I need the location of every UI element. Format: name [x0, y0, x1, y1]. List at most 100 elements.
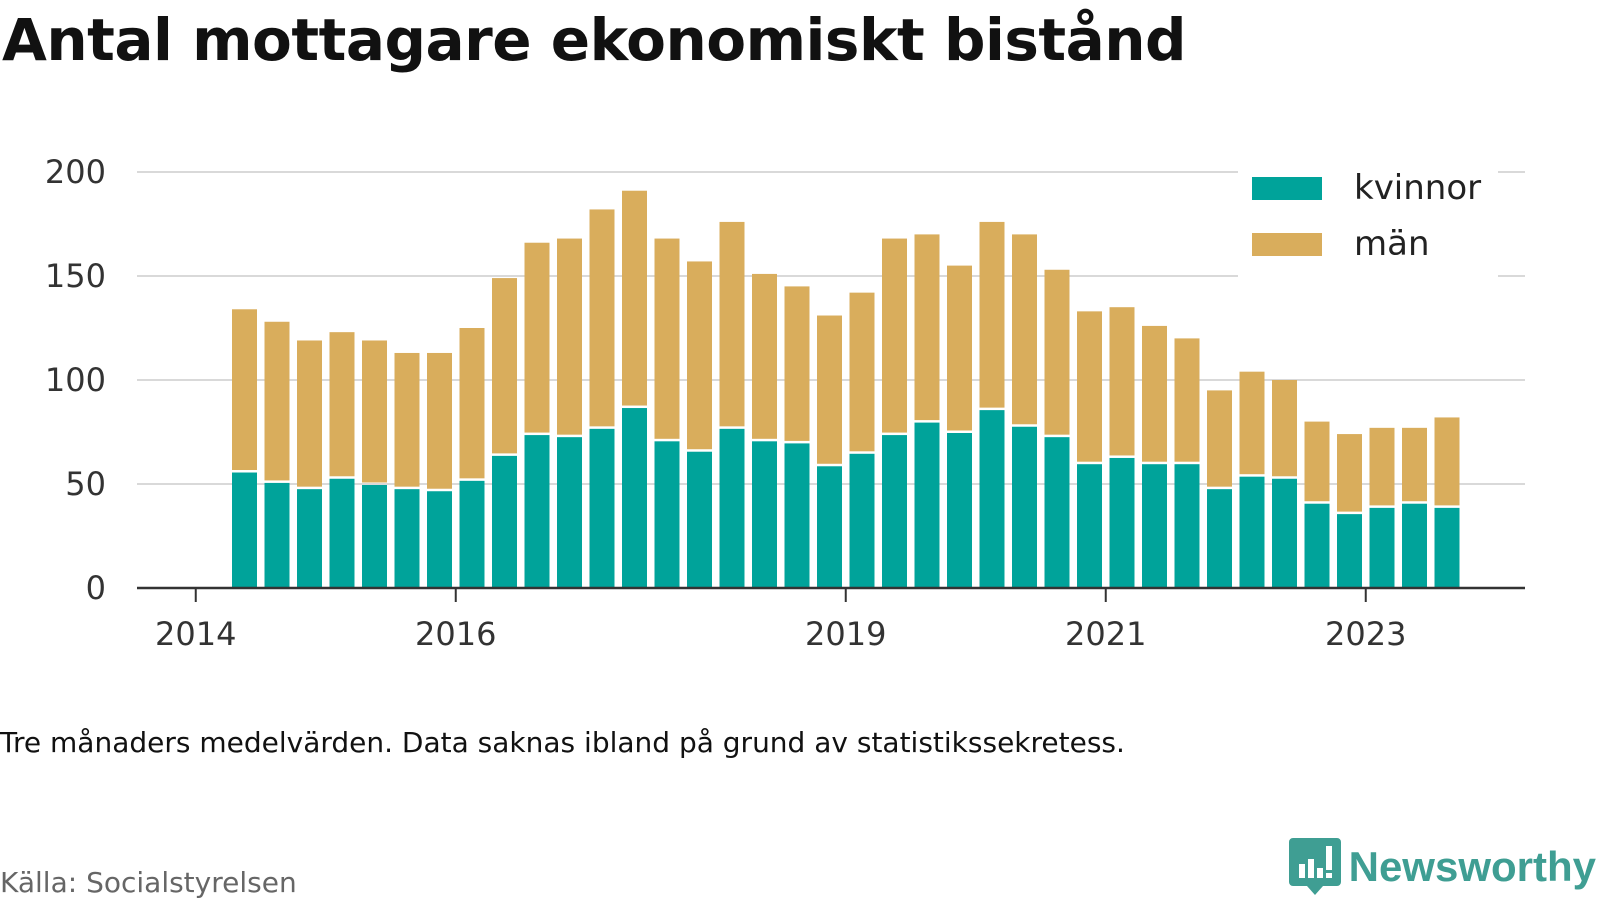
- bar-man: [622, 190, 647, 406]
- bar-man: [1012, 234, 1037, 425]
- bar-kvinnor: [1337, 514, 1362, 588]
- bar-kvinnor: [1044, 437, 1070, 588]
- legend: kvinnor män: [1238, 168, 1498, 278]
- bar-kvinnor: [329, 478, 355, 588]
- bar-kvinnor: [914, 422, 940, 588]
- y-tick-label: 100: [45, 361, 106, 399]
- bar-kvinnor: [1077, 464, 1102, 588]
- y-tick-label: 50: [65, 465, 106, 503]
- bar-man: [784, 286, 810, 441]
- y-tick-label: 200: [45, 153, 106, 191]
- bar-kvinnor: [589, 428, 615, 588]
- bar-kvinnor: [1109, 457, 1135, 588]
- bar-man: [1239, 371, 1265, 475]
- bar-kvinnor: [947, 433, 972, 588]
- x-axis: 2014 2016 2019 2021 2023: [137, 586, 1525, 653]
- bar-man: [329, 332, 355, 477]
- brand: Newsworthy: [1288, 838, 1596, 896]
- bar-man: [362, 340, 387, 483]
- y-tick-label: 150: [45, 257, 106, 295]
- legend-swatch: [1252, 233, 1322, 256]
- bar-man: [232, 309, 257, 471]
- bar-kvinnor: [1012, 426, 1037, 588]
- bar-man: [1077, 311, 1102, 462]
- bar-kvinnor: [654, 441, 680, 588]
- bar-kvinnor: [362, 485, 387, 588]
- bar-man: [654, 238, 680, 439]
- bar-kvinnor: [459, 480, 485, 588]
- bar-kvinnor: [979, 410, 1005, 588]
- bar-man: [817, 315, 842, 464]
- bar-kvinnor: [1272, 478, 1297, 588]
- bar-man: [1369, 427, 1395, 506]
- bar-kvinnor: [817, 466, 842, 588]
- bar-kvinnor: [784, 443, 810, 588]
- x-tick-label: 2019: [805, 615, 886, 653]
- bar-man: [1434, 417, 1460, 506]
- bar-kvinnor: [427, 491, 452, 588]
- legend-label: män: [1354, 224, 1430, 264]
- bar-kvinnor: [1304, 503, 1330, 588]
- bar-man: [882, 238, 907, 433]
- bar-man: [979, 221, 1005, 408]
- bar-kvinnor: [622, 408, 647, 588]
- bar-kvinnor: [394, 489, 420, 588]
- legend-swatch: [1252, 177, 1322, 200]
- bar-man: [1304, 421, 1330, 502]
- bar-kvinnor: [849, 453, 875, 588]
- bar-man: [1142, 325, 1167, 462]
- bar-kvinnor: [687, 451, 712, 588]
- bar-man: [297, 340, 322, 487]
- bar-man: [687, 261, 712, 450]
- bar-man: [914, 234, 940, 421]
- bar-kvinnor: [1369, 507, 1395, 588]
- bar-man: [394, 352, 420, 487]
- bar-man: [589, 209, 615, 427]
- x-tick-label: 2014: [155, 615, 236, 653]
- bar-kvinnor: [1239, 476, 1265, 588]
- bar-kvinnor: [1434, 507, 1460, 588]
- bar-kvinnor: [882, 435, 907, 588]
- bar-kvinnor: [524, 435, 550, 588]
- y-axis: 0 50 100 150 200: [45, 153, 106, 607]
- bar-man: [1272, 380, 1297, 477]
- bar-kvinnor: [297, 489, 322, 588]
- bar-man: [492, 278, 517, 454]
- bar-man: [1044, 269, 1070, 435]
- bar-kvinnor: [492, 455, 517, 588]
- x-tick-label: 2021: [1065, 615, 1146, 653]
- bar-kvinnor: [752, 441, 777, 588]
- chart-title: Antal mottagare ekonomiskt bistånd: [2, 6, 1187, 74]
- bar-man: [1109, 307, 1135, 456]
- x-tick-label: 2016: [415, 615, 496, 653]
- bar-kvinnor: [719, 428, 745, 588]
- x-tick-label: 2023: [1325, 615, 1406, 653]
- source-credit: Källa: Socialstyrelsen: [0, 866, 297, 899]
- bar-man: [1337, 434, 1362, 512]
- bar-man: [1207, 390, 1232, 487]
- bar-man: [1174, 338, 1200, 462]
- bar-man: [719, 221, 745, 427]
- bar-kvinnor: [232, 472, 257, 588]
- bar-man: [459, 328, 485, 479]
- bar-kvinnor: [1142, 464, 1167, 588]
- bar-kvinnor: [1402, 503, 1427, 588]
- bar-man: [264, 321, 290, 481]
- y-tick-label: 0: [86, 569, 106, 607]
- bar-man: [524, 242, 550, 433]
- bar-kvinnor: [264, 482, 290, 588]
- bar-man: [947, 265, 972, 431]
- bar-man: [849, 292, 875, 452]
- bar-man: [1402, 427, 1427, 502]
- bar-kvinnor: [1207, 489, 1232, 588]
- bar-man: [557, 238, 582, 435]
- stacked-bar-chart: 0 50 100 150 200 2014 2016 2019 2021 2023 kvinno…: [45, 153, 1525, 653]
- bar-man: [752, 273, 777, 439]
- bar-kvinnor: [557, 437, 582, 588]
- brand-name: Newsworthy: [1348, 843, 1596, 890]
- bar-man: [427, 352, 452, 489]
- chart-note: Tre månaders medelvärden. Data saknas ib…: [0, 726, 1125, 759]
- legend-label: kvinnor: [1354, 168, 1481, 208]
- bars: [232, 190, 1460, 588]
- newsworthy-logo-icon: [1288, 838, 1341, 895]
